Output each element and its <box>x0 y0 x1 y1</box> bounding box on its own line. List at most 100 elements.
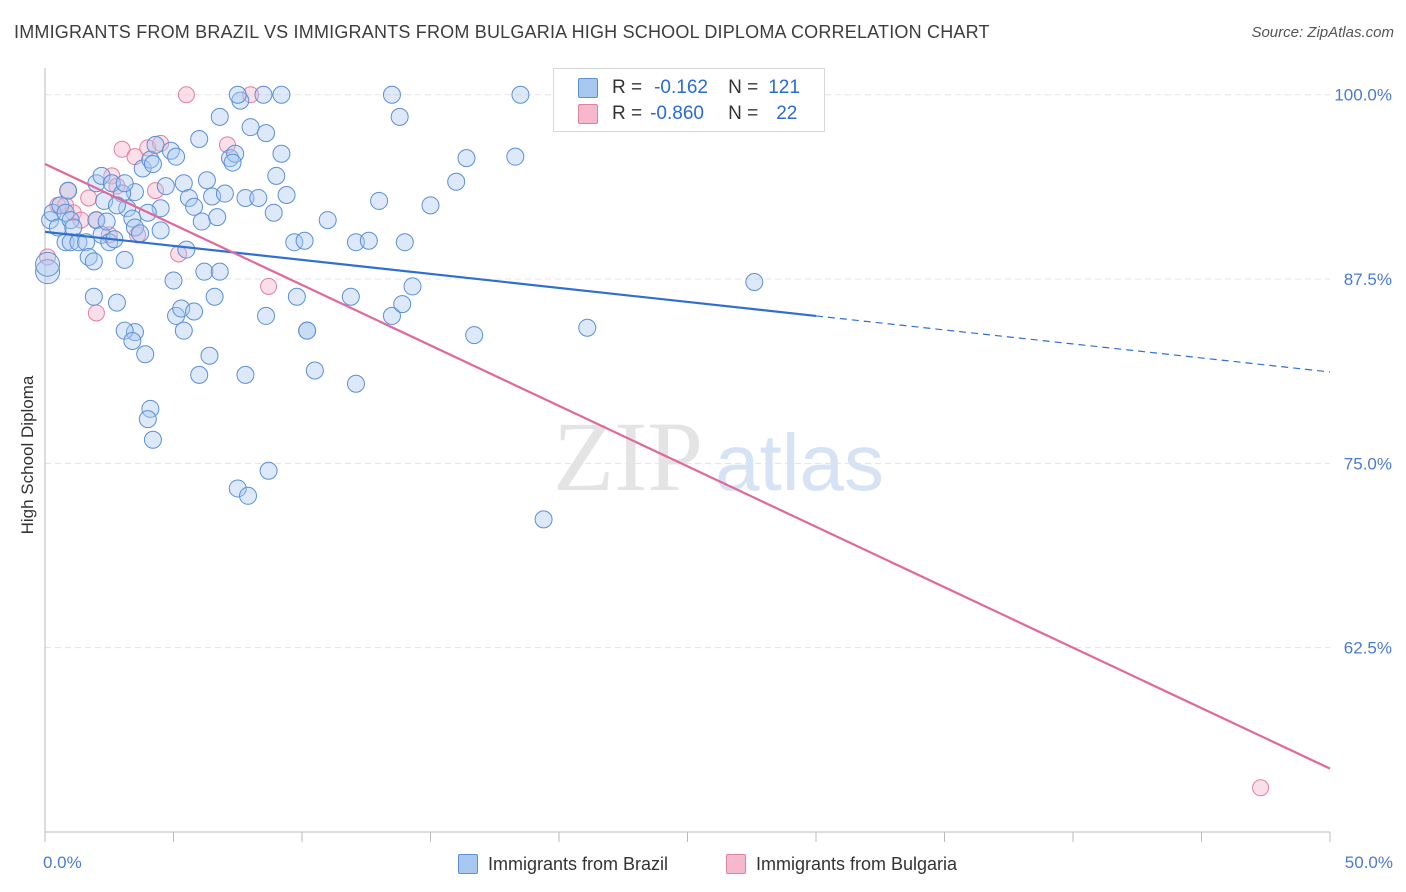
axes <box>44 68 1331 842</box>
brazil-point <box>115 174 134 193</box>
brazil-point <box>259 461 278 480</box>
brazil-point <box>35 259 61 285</box>
brazil-n-value: 121 <box>768 77 800 98</box>
brazil-point <box>125 183 144 202</box>
brazil-trend-line <box>44 230 817 318</box>
bulgaria-legend-label: Immigrants from Bulgaria <box>756 853 958 874</box>
brazil-point <box>295 231 314 250</box>
bulgaria-point <box>242 86 260 104</box>
brazil-point <box>107 293 126 312</box>
brazil-point <box>195 262 214 281</box>
brazil-point <box>41 211 60 230</box>
brazil-point <box>257 124 276 143</box>
brazil-point <box>346 374 365 393</box>
brazil-point <box>143 430 162 449</box>
brazil-point <box>421 196 440 215</box>
brazil-point <box>305 361 324 380</box>
brazil-point <box>59 181 78 200</box>
bulgaria-trend-line <box>44 163 1331 770</box>
brazil-point <box>69 233 88 252</box>
bulgaria-legend-swatch <box>726 854 746 874</box>
brazil-point <box>179 188 198 207</box>
y-tick-label: 87.5% <box>1344 270 1392 289</box>
brazil-point <box>151 221 170 240</box>
brazil-r-value: -0.162 <box>654 77 708 98</box>
brazil-n-label: N = <box>728 77 759 98</box>
brazil-point <box>465 326 484 345</box>
brazil-point <box>215 184 234 203</box>
bulgaria-n-value: 22 <box>776 103 798 124</box>
brazil-point <box>131 224 150 243</box>
brazil-point <box>534 510 553 529</box>
brazil-point <box>97 212 116 231</box>
brazil-point <box>359 231 378 250</box>
brazil-point <box>164 271 183 290</box>
brazil-point <box>228 479 247 498</box>
brazil-point <box>318 211 337 230</box>
brazil-point <box>457 149 476 168</box>
brazil-point <box>511 85 530 104</box>
brazil-point <box>92 166 111 185</box>
bulgaria-n-label: N = <box>728 103 759 124</box>
bulgaria-point <box>72 211 90 229</box>
bulgaria-point <box>87 304 105 322</box>
brazil-point <box>745 273 764 292</box>
bulgaria-point <box>147 182 165 200</box>
brazil-point <box>35 251 61 277</box>
brazil-point <box>107 196 126 215</box>
brazil-points <box>35 85 764 529</box>
brazil-point <box>123 331 142 350</box>
bulgaria-r-value: -0.860 <box>650 103 704 124</box>
x-tick-label: 0.0% <box>43 853 82 872</box>
brazil-legend-label: Immigrants from Brazil <box>488 853 669 874</box>
brazil-point <box>205 287 224 306</box>
brazil-point <box>578 318 597 337</box>
x-tick-label: 50.0% <box>1345 853 1393 872</box>
brazil-point <box>190 365 209 384</box>
bulgaria-swatch <box>578 104 598 124</box>
brazil-point <box>257 306 276 325</box>
brazil-point <box>272 85 291 104</box>
brazil-point <box>228 85 247 104</box>
brazil-point <box>138 410 157 429</box>
bulgaria-point <box>1252 779 1270 797</box>
brazil-point <box>277 186 296 205</box>
watermark-zip: ZIP <box>553 401 703 512</box>
brazil-point <box>395 233 414 252</box>
brazil-point <box>190 129 209 148</box>
watermark: ZIP atlas <box>553 401 884 512</box>
y-tick-labels: 100.0% 87.5% 75.0% 62.5% <box>1334 86 1392 658</box>
brazil-point <box>161 141 180 160</box>
brazil-point <box>287 287 306 306</box>
bulgaria-point <box>177 86 195 104</box>
bulgaria-point <box>260 277 278 295</box>
brazil-point <box>84 287 103 306</box>
x-tick-labels: 0.0% 50.0% <box>43 853 1393 872</box>
brazil-point <box>249 188 268 207</box>
brazil-point <box>200 346 219 365</box>
brazil-point <box>272 144 291 163</box>
brazil-point <box>236 188 255 207</box>
brazil-point <box>264 203 283 222</box>
brazil-point <box>382 306 401 325</box>
brazil-trend-extension <box>815 315 1331 373</box>
correlation-legend: R = -0.162 N = 121 R = -0.860 N = 22 <box>553 68 825 132</box>
bottom-legend-brazil: Immigrants from Brazil <box>458 852 668 876</box>
chart-title: IMMIGRANTS FROM BRAZIL VS IMMIGRANTS FRO… <box>14 22 990 42</box>
brazil-swatch <box>578 78 598 98</box>
brazil-point <box>192 212 211 231</box>
brazil-point <box>223 153 242 172</box>
brazil-point <box>236 365 255 384</box>
brazil-point <box>241 118 260 137</box>
brazil-point <box>370 191 389 210</box>
brazil-point <box>77 233 96 252</box>
brazil-point <box>267 166 286 185</box>
bulgaria-r-label: R = <box>612 103 643 124</box>
brazil-point <box>239 486 258 505</box>
brazil-point <box>208 208 227 227</box>
brazil-r-label: R = <box>612 77 643 98</box>
brazil-point <box>115 321 134 340</box>
brazil-point <box>447 172 466 191</box>
brazil-point <box>393 295 412 314</box>
